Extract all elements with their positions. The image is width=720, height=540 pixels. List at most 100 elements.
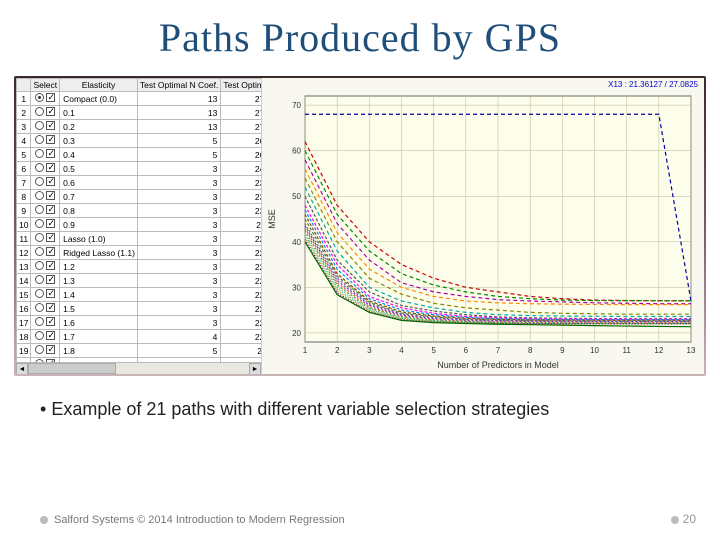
radio-icon[interactable]	[35, 317, 44, 326]
panel-inner: Select Elasticity Test Optimal N Coef. T…	[16, 78, 704, 374]
svg-text:40: 40	[292, 238, 301, 247]
checkbox-icon[interactable]	[46, 345, 55, 354]
row-select[interactable]	[31, 344, 60, 358]
page-number: 20	[671, 512, 696, 526]
row-elasticity: 1.5	[60, 302, 138, 316]
radio-icon[interactable]	[35, 233, 44, 242]
checkbox-icon[interactable]	[46, 135, 55, 144]
row-elasticity: 0.6	[60, 176, 138, 190]
checkbox-icon[interactable]	[46, 205, 55, 214]
row-select[interactable]	[31, 134, 60, 148]
radio-icon[interactable]	[35, 135, 44, 144]
svg-text:30: 30	[292, 283, 301, 292]
row-select[interactable]	[31, 274, 60, 288]
row-select[interactable]	[31, 176, 60, 190]
checkbox-icon[interactable]	[46, 289, 55, 298]
table-row: 15 1.4322.26856	[17, 288, 263, 302]
row-select[interactable]	[31, 260, 60, 274]
scroll-thumb[interactable]	[28, 363, 116, 374]
row-elasticity: 0.4	[60, 148, 138, 162]
radio-icon[interactable]	[35, 177, 44, 186]
checkbox-icon[interactable]	[46, 93, 55, 102]
row-mse: 23.06370	[221, 204, 262, 218]
row-mse: 26.36489	[221, 134, 262, 148]
radio-icon[interactable]	[35, 107, 44, 116]
checkbox-icon[interactable]	[46, 177, 55, 186]
row-select[interactable]	[31, 148, 60, 162]
row-select[interactable]	[31, 218, 60, 232]
checkbox-icon[interactable]	[46, 275, 55, 284]
scroll-track[interactable]	[28, 363, 249, 374]
row-elasticity: 0.5	[60, 162, 138, 176]
table-row: 12 Ridged Lasso (1.1)322.56906	[17, 246, 263, 260]
radio-icon[interactable]	[35, 219, 44, 228]
row-select[interactable]	[31, 204, 60, 218]
row-mse: 27.04107	[221, 92, 262, 106]
row-idx: 17	[17, 316, 31, 330]
row-elasticity: 1.4	[60, 288, 138, 302]
scroll-left-icon[interactable]: ◄	[16, 363, 28, 374]
checkbox-icon[interactable]	[46, 317, 55, 326]
checkbox-icon[interactable]	[46, 107, 55, 116]
radio-icon[interactable]	[35, 121, 44, 130]
row-ncoef: 3	[137, 260, 220, 274]
radio-icon[interactable]	[35, 191, 44, 200]
radio-icon[interactable]	[35, 93, 44, 102]
radio-icon[interactable]	[35, 345, 44, 354]
row-select[interactable]	[31, 106, 60, 120]
row-select[interactable]	[31, 288, 60, 302]
row-idx: 12	[17, 246, 31, 260]
checkbox-icon[interactable]	[46, 191, 55, 200]
row-mse: 22.05305	[221, 316, 262, 330]
table-row: 10 0.9322.91116	[17, 218, 263, 232]
row-ncoef: 13	[137, 92, 220, 106]
row-ncoef: 3	[137, 176, 220, 190]
row-ncoef: 3	[137, 232, 220, 246]
radio-icon[interactable]	[35, 289, 44, 298]
horizontal-scrollbar[interactable]: ◄ ►	[16, 362, 261, 374]
row-select[interactable]	[31, 246, 60, 260]
content-panel: Select Elasticity Test Optimal N Coef. T…	[14, 76, 706, 376]
row-mse: 22.91116	[221, 218, 262, 232]
row-idx: 15	[17, 288, 31, 302]
scroll-right-icon[interactable]: ►	[249, 363, 261, 374]
table-row: 18 1.7422.06003	[17, 330, 263, 344]
row-elasticity: 0.3	[60, 134, 138, 148]
row-select[interactable]	[31, 316, 60, 330]
radio-icon[interactable]	[35, 331, 44, 340]
row-select[interactable]	[31, 232, 60, 246]
checkbox-icon[interactable]	[46, 121, 55, 130]
checkbox-icon[interactable]	[46, 303, 55, 312]
radio-icon[interactable]	[35, 163, 44, 172]
svg-text:13: 13	[687, 346, 696, 355]
table-row: 14 1.3322.41902	[17, 274, 263, 288]
checkbox-icon[interactable]	[46, 219, 55, 228]
checkbox-icon[interactable]	[46, 233, 55, 242]
row-elasticity: 0.1	[60, 106, 138, 120]
row-select[interactable]	[31, 92, 60, 106]
row-idx: 18	[17, 330, 31, 344]
checkbox-icon[interactable]	[46, 261, 55, 270]
row-select[interactable]	[31, 162, 60, 176]
checkbox-icon[interactable]	[46, 247, 55, 256]
checkbox-icon[interactable]	[46, 331, 55, 340]
radio-icon[interactable]	[35, 205, 44, 214]
svg-text:20: 20	[292, 329, 301, 338]
radio-icon[interactable]	[35, 247, 44, 256]
row-select[interactable]	[31, 120, 60, 134]
svg-text:Number of Predictors in Model: Number of Predictors in Model	[437, 360, 559, 370]
svg-text:8: 8	[528, 346, 533, 355]
row-idx: 10	[17, 218, 31, 232]
table-row: 19 1.8521.974 4	[17, 344, 263, 358]
radio-icon[interactable]	[35, 303, 44, 312]
radio-icon[interactable]	[35, 275, 44, 284]
row-select[interactable]	[31, 302, 60, 316]
row-select[interactable]	[31, 190, 60, 204]
checkbox-icon[interactable]	[46, 163, 55, 172]
svg-text:1: 1	[303, 346, 308, 355]
radio-icon[interactable]	[35, 149, 44, 158]
row-select[interactable]	[31, 330, 60, 344]
checkbox-icon[interactable]	[46, 149, 55, 158]
radio-icon[interactable]	[35, 261, 44, 270]
row-ncoef: 13	[137, 106, 220, 120]
